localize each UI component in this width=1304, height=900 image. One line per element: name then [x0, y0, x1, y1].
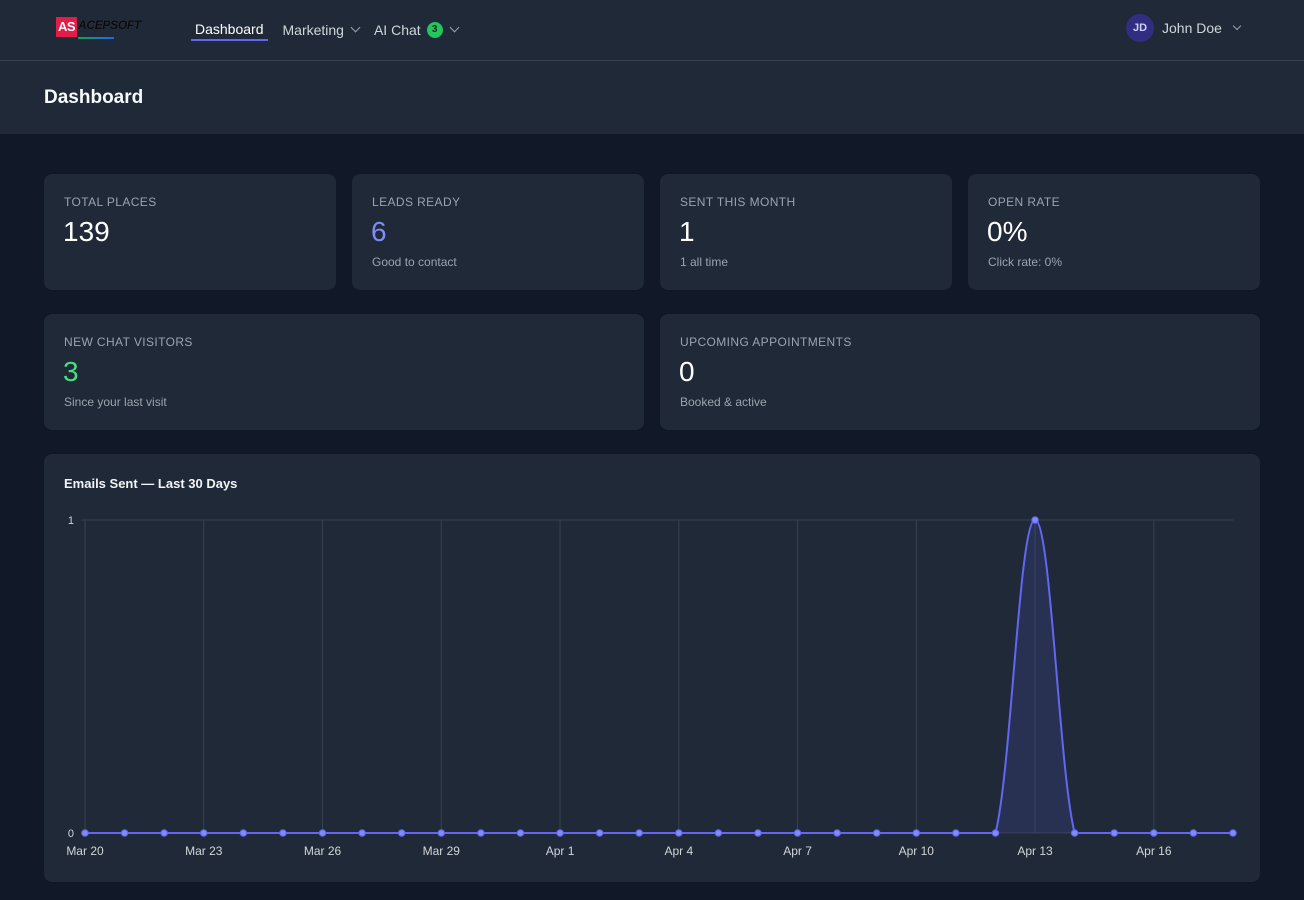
data-point [120, 829, 129, 837]
stat-label: TOTAL PLACES [64, 195, 157, 209]
y-tick-label: 1 [68, 515, 74, 527]
stat-card-new-chat-visitors: NEW CHAT VISITORS 3 Since your last visi… [44, 314, 644, 430]
x-tick-label: Mar 20 [66, 844, 104, 858]
stat-card-open-rate: OPEN RATE 0% Click rate: 0% [968, 174, 1260, 290]
stat-value: 0 [679, 356, 695, 387]
data-point [595, 829, 604, 837]
nav-marketing[interactable]: Marketing [282, 19, 361, 41]
main-nav: Dashboard Marketing AI Chat 3 [191, 18, 473, 41]
stat-label: UPCOMING APPOINTMENTS [680, 335, 852, 349]
top-navbar: AS ACEPSOFT Dashboard Marketing AI Chat … [0, 0, 1304, 61]
data-point [81, 829, 89, 837]
data-point [199, 829, 208, 837]
logo-mark: AS [56, 17, 77, 37]
x-tick-label: Mar 23 [185, 844, 223, 858]
stat-value: 139 [63, 216, 110, 247]
nav-dashboard[interactable]: Dashboard [191, 18, 268, 41]
logo-text: ACEPSOFT [78, 18, 141, 32]
data-point [1070, 829, 1079, 837]
chevron-down-icon [350, 22, 361, 33]
stat-value: 0% [987, 216, 1028, 247]
data-point [516, 829, 525, 837]
data-point [397, 829, 406, 837]
emails-sent-chart: 0 1 Mar 20 Mar 23 Mar 26 Mar 29 Apr 1 Apr 4 Apr … [66, 515, 1237, 858]
avatar: JD [1126, 14, 1154, 42]
x-tick-label: Mar 29 [423, 844, 461, 858]
logo-underline [78, 37, 114, 39]
y-tick-label: 0 [68, 828, 74, 840]
chevron-down-icon [1232, 21, 1242, 31]
data-point [437, 829, 446, 837]
series-area [85, 520, 1233, 833]
nav-marketing-label: Marketing [282, 21, 344, 38]
stat-value: 6 [371, 216, 387, 247]
x-tick-label: Apr 7 [783, 844, 812, 858]
nav-ai-chat[interactable]: AI Chat 3 [373, 19, 460, 41]
page-header: Dashboard [0, 61, 1304, 134]
stat-label: OPEN RATE [988, 195, 1061, 209]
user-name: John Doe [1162, 20, 1222, 36]
user-menu[interactable]: JD John Doe [1126, 14, 1242, 42]
stat-card-upcoming-appointments: UPCOMING APPOINTMENTS 0 Booked & active [660, 314, 1260, 430]
stat-subtext: Booked & active [680, 395, 767, 409]
data-point [279, 829, 287, 837]
stat-card-leads-ready: LEADS READY 6 Good to contact [352, 174, 644, 290]
ai-chat-count-badge: 3 [426, 21, 443, 38]
data-point [793, 829, 802, 837]
data-point [1189, 829, 1198, 837]
data-point [477, 829, 485, 837]
data-point [754, 829, 762, 837]
data-point [160, 829, 168, 837]
data-point [1150, 829, 1158, 837]
data-point [1229, 829, 1237, 837]
data-point [991, 829, 1000, 837]
data-point [912, 829, 921, 837]
data-point [239, 829, 248, 837]
data-point [872, 829, 881, 837]
data-point [674, 829, 683, 837]
stat-value: 1 [679, 216, 695, 247]
data-point [952, 829, 960, 837]
data-point [1031, 516, 1039, 524]
stat-subtext: Good to contact [372, 255, 457, 269]
stat-card-total-places: TOTAL PLACES 139 [44, 174, 336, 290]
data-point [556, 829, 564, 837]
brand-logo[interactable]: AS ACEPSOFT [56, 17, 146, 41]
emails-sent-chart-card: Emails Sent — Last 30 Days 0 1 Mar 20 Mar 2… [44, 454, 1260, 882]
data-point [358, 829, 366, 837]
stat-label: NEW CHAT VISITORS [64, 335, 193, 349]
x-tick-label: Apr 13 [1017, 844, 1053, 858]
data-point [714, 829, 723, 837]
x-tick-label: Apr 10 [899, 844, 935, 858]
nav-dashboard-label: Dashboard [195, 20, 264, 37]
stat-subtext: Click rate: 0% [988, 255, 1063, 269]
stat-card-sent-this-month: SENT THIS MONTH 1 1 all time [660, 174, 952, 290]
data-point [635, 829, 644, 837]
stat-label: LEADS READY [372, 195, 461, 209]
nav-ai-chat-label: AI Chat [373, 21, 421, 38]
chart-title: Emails Sent — Last 30 Days [64, 476, 238, 491]
data-point [1110, 829, 1119, 837]
x-tick-label: Mar 26 [304, 844, 342, 858]
page-title: Dashboard [44, 87, 144, 108]
x-tick-label: Apr 16 [1136, 844, 1172, 858]
stat-label: SENT THIS MONTH [680, 195, 796, 209]
x-tick-label: Apr 4 [664, 844, 693, 858]
series-line [84, 518, 1233, 834]
data-point [833, 829, 841, 837]
data-point [318, 829, 327, 837]
stat-value: 3 [63, 356, 79, 387]
chevron-down-icon [449, 22, 460, 33]
x-tick-label: Apr 1 [546, 844, 575, 858]
stat-subtext: Since your last visit [64, 395, 167, 409]
stat-subtext: 1 all time [680, 255, 729, 269]
